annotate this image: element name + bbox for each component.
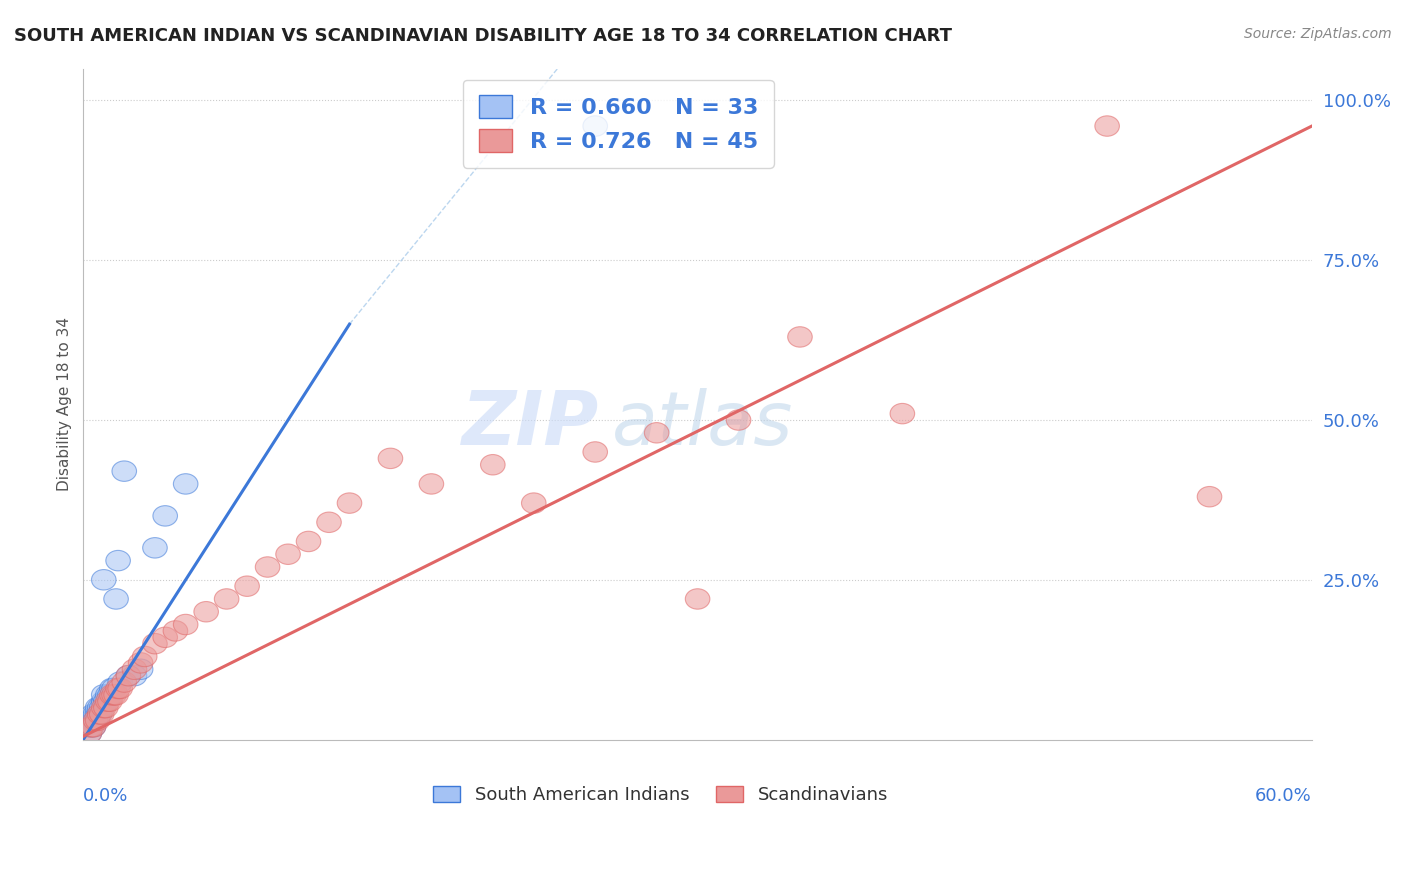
- Text: Source: ZipAtlas.com: Source: ZipAtlas.com: [1244, 27, 1392, 41]
- Ellipse shape: [77, 723, 101, 743]
- Ellipse shape: [97, 691, 122, 712]
- Ellipse shape: [727, 409, 751, 430]
- Ellipse shape: [87, 704, 112, 724]
- Ellipse shape: [132, 647, 157, 666]
- Ellipse shape: [82, 716, 105, 737]
- Ellipse shape: [117, 665, 141, 686]
- Text: SOUTH AMERICAN INDIAN VS SCANDINAVIAN DISABILITY AGE 18 TO 34 CORRELATION CHART: SOUTH AMERICAN INDIAN VS SCANDINAVIAN DI…: [14, 27, 952, 45]
- Text: 0.0%: 0.0%: [83, 787, 129, 805]
- Ellipse shape: [378, 448, 402, 468]
- Legend: R = 0.660   N = 33, R = 0.726   N = 45: R = 0.660 N = 33, R = 0.726 N = 45: [463, 79, 773, 168]
- Ellipse shape: [94, 698, 118, 718]
- Ellipse shape: [101, 684, 127, 705]
- Ellipse shape: [90, 698, 114, 718]
- Ellipse shape: [82, 716, 105, 737]
- Ellipse shape: [117, 665, 141, 686]
- Ellipse shape: [79, 716, 104, 737]
- Ellipse shape: [94, 691, 118, 712]
- Ellipse shape: [91, 570, 117, 590]
- Ellipse shape: [104, 589, 128, 609]
- Ellipse shape: [100, 678, 124, 698]
- Ellipse shape: [173, 474, 198, 494]
- Ellipse shape: [83, 710, 108, 731]
- Ellipse shape: [96, 691, 120, 712]
- Ellipse shape: [276, 544, 301, 565]
- Ellipse shape: [214, 589, 239, 609]
- Ellipse shape: [142, 633, 167, 654]
- Ellipse shape: [96, 684, 120, 705]
- Ellipse shape: [83, 704, 108, 724]
- Ellipse shape: [91, 691, 117, 712]
- Ellipse shape: [101, 678, 127, 698]
- Ellipse shape: [685, 589, 710, 609]
- Ellipse shape: [86, 710, 110, 731]
- Ellipse shape: [235, 576, 259, 597]
- Ellipse shape: [79, 716, 104, 737]
- Ellipse shape: [419, 474, 444, 494]
- Ellipse shape: [153, 506, 177, 526]
- Ellipse shape: [142, 538, 167, 558]
- Ellipse shape: [256, 557, 280, 577]
- Ellipse shape: [82, 710, 105, 731]
- Ellipse shape: [128, 659, 153, 680]
- Ellipse shape: [105, 678, 131, 698]
- Ellipse shape: [112, 672, 136, 692]
- Ellipse shape: [173, 615, 198, 635]
- Ellipse shape: [163, 621, 188, 641]
- Ellipse shape: [79, 710, 104, 731]
- Ellipse shape: [108, 672, 132, 692]
- Ellipse shape: [890, 403, 915, 424]
- Ellipse shape: [104, 684, 128, 705]
- Ellipse shape: [108, 678, 132, 698]
- Ellipse shape: [82, 704, 105, 724]
- Ellipse shape: [105, 550, 131, 571]
- Ellipse shape: [83, 710, 108, 731]
- Ellipse shape: [481, 455, 505, 475]
- Ellipse shape: [583, 116, 607, 136]
- Ellipse shape: [644, 423, 669, 443]
- Ellipse shape: [122, 665, 146, 686]
- Ellipse shape: [122, 659, 146, 680]
- Ellipse shape: [316, 512, 342, 533]
- Text: atlas: atlas: [612, 388, 793, 460]
- Text: 60.0%: 60.0%: [1256, 787, 1312, 805]
- Y-axis label: Disability Age 18 to 34: Disability Age 18 to 34: [58, 317, 72, 491]
- Ellipse shape: [787, 326, 813, 347]
- Ellipse shape: [91, 684, 117, 705]
- Ellipse shape: [86, 704, 110, 724]
- Ellipse shape: [97, 684, 122, 705]
- Ellipse shape: [100, 684, 124, 705]
- Ellipse shape: [87, 704, 112, 724]
- Ellipse shape: [153, 627, 177, 648]
- Ellipse shape: [90, 704, 114, 724]
- Ellipse shape: [128, 653, 153, 673]
- Ellipse shape: [77, 716, 101, 737]
- Ellipse shape: [297, 532, 321, 551]
- Ellipse shape: [91, 698, 117, 718]
- Ellipse shape: [194, 601, 218, 622]
- Ellipse shape: [522, 493, 546, 513]
- Text: ZIP: ZIP: [463, 388, 599, 460]
- Ellipse shape: [1095, 116, 1119, 136]
- Ellipse shape: [87, 698, 112, 718]
- Ellipse shape: [77, 723, 101, 743]
- Ellipse shape: [1198, 486, 1222, 507]
- Ellipse shape: [86, 698, 110, 718]
- Ellipse shape: [112, 461, 136, 482]
- Ellipse shape: [337, 493, 361, 513]
- Ellipse shape: [583, 442, 607, 462]
